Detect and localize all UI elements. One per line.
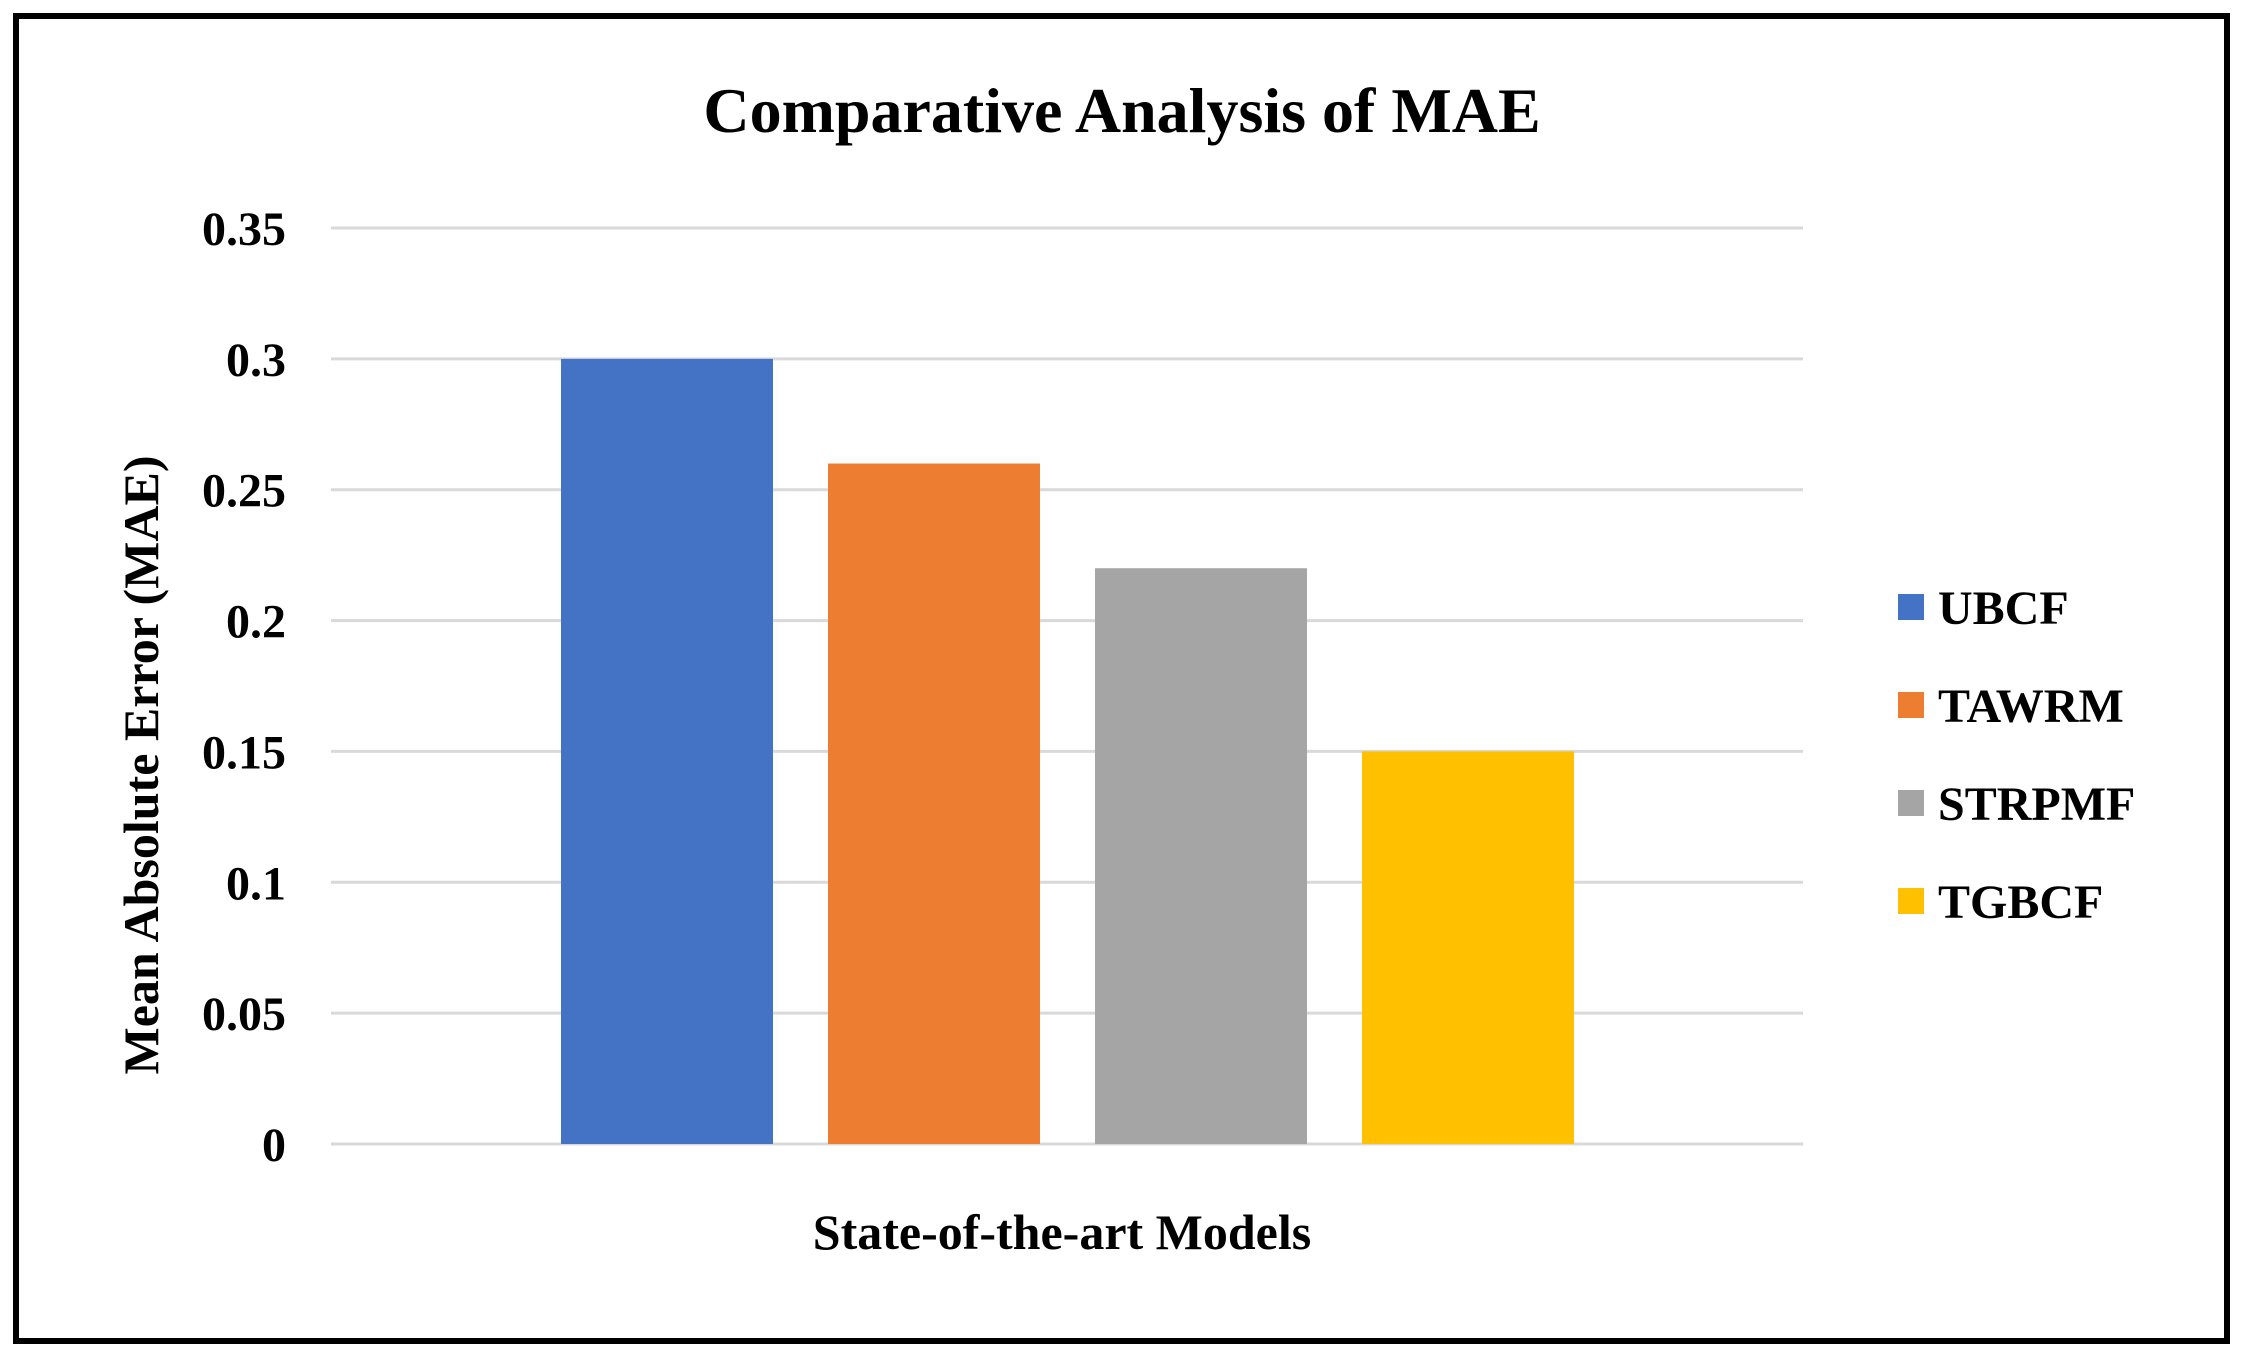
legend-label: UBCF (1938, 582, 2069, 635)
y-tick-label: 0.35 (202, 203, 286, 256)
y-axis-label: Mean Absolute Error (MAE) (113, 456, 169, 1075)
y-tick-label: 0 (262, 1119, 286, 1172)
legend-swatch (1898, 594, 1924, 620)
legend-item-tgbcf: TGBCF (1898, 876, 2103, 929)
y-tick-label: 0.3 (226, 334, 286, 387)
legend-item-strpmf: STRPMF (1898, 778, 2135, 831)
legend: UBCF TAWRM STRPMF TGBCF (1898, 582, 2135, 929)
legend-swatch (1898, 790, 1924, 816)
chart-title: Comparative Analysis of MAE (703, 75, 1540, 146)
legend-swatch (1898, 888, 1924, 914)
legend-item-ubcf: UBCF (1898, 582, 2069, 635)
x-axis-label: State-of-the-art Models (813, 1204, 1311, 1260)
bars (561, 358, 1574, 1144)
legend-label: TGBCF (1938, 876, 2103, 929)
y-tick-label: 0.1 (226, 857, 286, 910)
legend-label: STRPMF (1938, 778, 2135, 831)
y-tick-label: 0.2 (226, 596, 286, 649)
bar-ubcf (561, 358, 773, 1144)
y-tick-label: 0.25 (202, 465, 286, 518)
bar-tawrm (828, 463, 1040, 1144)
legend-item-tawrm: TAWRM (1898, 680, 2124, 733)
bar-strpmf (1095, 568, 1307, 1144)
y-tick-label: 0.05 (202, 988, 286, 1041)
gridlines (331, 226, 1803, 1146)
legend-swatch (1898, 692, 1924, 718)
y-tick-labels: 0 0.05 0.1 0.15 0.2 0.25 0.3 0.35 (202, 203, 286, 1172)
y-tick-label: 0.15 (202, 726, 286, 779)
legend-label: TAWRM (1938, 680, 2124, 733)
bar-tgbcf (1362, 751, 1574, 1144)
